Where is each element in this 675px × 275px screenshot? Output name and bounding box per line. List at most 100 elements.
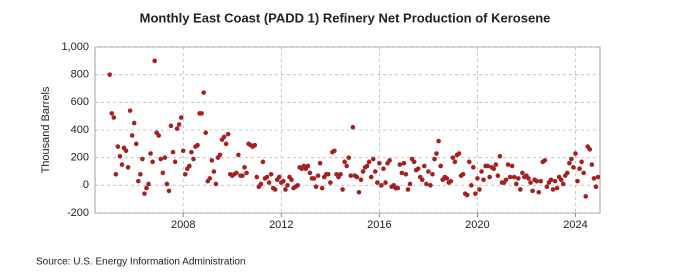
data-point: [552, 178, 558, 184]
data-point: [411, 159, 417, 165]
data-point: [166, 188, 172, 194]
data-point: [283, 187, 288, 192]
data-point: [201, 90, 206, 95]
y-tick-label: 200: [71, 152, 89, 164]
data-point: [526, 176, 531, 181]
data-point: [428, 183, 433, 188]
data-point: [240, 173, 245, 178]
data-point: [313, 184, 319, 190]
data-point: [487, 174, 492, 180]
data-point: [223, 141, 229, 147]
data-point: [530, 188, 535, 194]
data-point: [456, 151, 462, 156]
data-point: [344, 163, 349, 169]
x-tick-label: 2024: [563, 219, 587, 231]
data-point: [131, 120, 137, 126]
x-tick-label: 2012: [269, 219, 293, 231]
data-point: [468, 183, 474, 188]
data-point: [305, 163, 311, 169]
data-point: [295, 183, 300, 188]
data-point: [370, 156, 376, 162]
data-point: [575, 178, 580, 184]
data-point: [419, 177, 425, 183]
chart-title: Monthly East Coast (PADD 1) Refinery Net…: [140, 10, 551, 25]
data-point: [464, 192, 470, 198]
data-point: [176, 122, 182, 127]
data-point: [593, 184, 599, 190]
data-point: [595, 174, 601, 180]
data-point: [158, 156, 164, 162]
data-point: [560, 181, 566, 187]
data-point: [317, 160, 323, 166]
data-point: [113, 171, 119, 177]
data-point: [381, 166, 386, 172]
data-point: [509, 163, 515, 169]
data-point: [422, 163, 427, 169]
data-point: [438, 163, 443, 169]
data-point: [338, 171, 343, 177]
data-point: [244, 170, 249, 176]
data-point: [350, 124, 356, 130]
data-point: [368, 174, 374, 180]
y-axis-title: Thousand Barrels: [40, 86, 52, 173]
data-point: [579, 159, 584, 165]
data-point: [558, 177, 564, 183]
data-point: [307, 170, 313, 176]
data-point: [460, 171, 466, 177]
data-point: [281, 178, 286, 184]
data-point: [528, 180, 533, 185]
data-point: [203, 130, 209, 136]
data-point: [534, 178, 539, 184]
data-point: [511, 174, 517, 180]
data-point: [364, 163, 370, 169]
data-point: [503, 177, 509, 183]
data-point: [587, 147, 593, 152]
data-point: [450, 155, 456, 160]
data-point: [326, 171, 331, 177]
data-point: [289, 177, 294, 183]
y-tick-label: 400: [71, 124, 89, 136]
data-point: [432, 156, 437, 162]
data-point: [430, 171, 435, 177]
data-point: [399, 170, 405, 176]
data-point: [117, 153, 123, 159]
data-point: [187, 163, 192, 169]
data-point: [387, 158, 392, 163]
data-point: [383, 180, 388, 185]
data-point: [123, 148, 129, 154]
data-point: [152, 58, 157, 64]
data-point: [356, 189, 362, 195]
data-point: [236, 152, 241, 158]
data-point: [221, 134, 227, 140]
data-point: [168, 123, 174, 129]
data-point: [536, 189, 542, 195]
data-point: [266, 180, 272, 185]
data-point: [493, 162, 499, 167]
data-point: [254, 174, 260, 180]
data-point: [507, 174, 513, 180]
data-point: [358, 177, 364, 183]
data-point: [199, 111, 204, 116]
data-point: [342, 159, 347, 165]
data-point: [156, 133, 162, 138]
data-point: [581, 170, 586, 176]
data-point: [174, 126, 180, 131]
data-point: [234, 170, 239, 176]
data-point: [354, 174, 360, 180]
data-point: [415, 166, 421, 172]
data-point: [452, 159, 458, 165]
data-point: [372, 169, 378, 174]
data-point: [127, 108, 133, 113]
data-point: [276, 174, 282, 180]
data-point: [315, 173, 321, 178]
data-point: [573, 151, 578, 156]
data-point: [497, 153, 503, 159]
data-point: [125, 165, 131, 170]
data-point: [160, 170, 166, 176]
data-point: [375, 180, 380, 185]
x-tick-label: 2016: [367, 219, 391, 231]
data-point: [366, 159, 372, 165]
data-point: [577, 166, 582, 172]
data-point: [332, 148, 337, 154]
data-point: [150, 159, 155, 165]
